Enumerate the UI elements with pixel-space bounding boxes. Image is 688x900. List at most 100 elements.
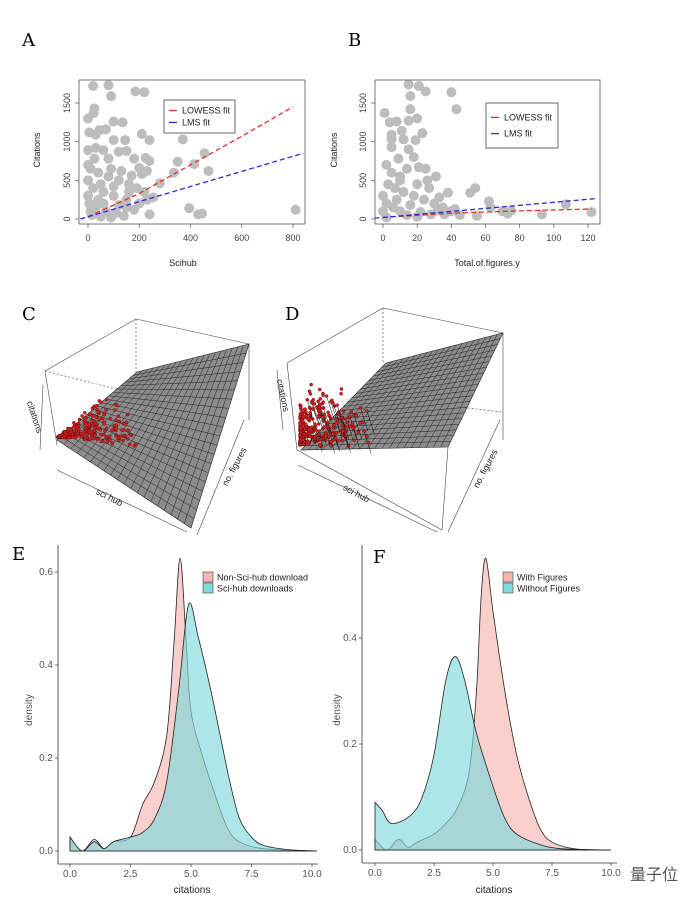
x-tick-label: 80 [515,233,525,243]
data-point [305,439,310,443]
data-point [366,440,370,445]
data-point [321,393,325,397]
data-point [114,427,118,431]
x-tick-label: 0.0 [63,869,77,880]
surface-grid-line [143,353,211,498]
x-tick-label: 2.5 [124,869,138,880]
x-tick-label: 120 [580,233,595,243]
data-point [88,412,92,416]
data-point [335,403,339,407]
scatter-point [98,198,109,209]
data-point [117,419,122,424]
data-point [102,422,107,426]
y-tick-label: 0 [62,216,72,221]
box-edge [276,369,284,431]
box-edge [44,318,137,372]
y-tick-label: 500 [62,173,72,188]
residual-stem [310,412,315,425]
scatter-point [103,80,114,91]
data-point [102,412,107,417]
scatter-point [398,134,409,145]
y-tick-label: 0.4 [39,660,53,671]
surface-grid-line [360,366,487,390]
legend-label: Non-Sci-hub download [217,573,308,583]
data-point [120,428,124,432]
data-point [313,434,317,438]
scatter-point [471,210,482,221]
panel-e-xlabel: citations [174,885,211,896]
data-point [99,400,103,404]
x-tick-label: 10.0 [601,868,621,879]
panel-label-d: D [285,304,299,325]
legend-swatch [202,571,214,583]
data-point [73,435,78,440]
scatter-point [144,209,155,220]
surface-grid-line [396,343,463,449]
legend-label: LMS fit [182,117,211,127]
fitted-surface [56,343,250,529]
data-point [335,421,339,425]
data-point [94,404,98,408]
scatter-point [113,146,124,157]
scatter-point [451,104,462,115]
fit-line-lms [374,197,597,219]
data-point [339,391,343,396]
data-point [345,420,350,425]
panel-a-ylabel: Citations [32,132,42,168]
panel-label-f: F [373,547,386,568]
data-point [318,402,322,407]
data-point [324,394,329,398]
scatter-point [184,203,195,214]
scatter-point [83,145,93,156]
data-point [301,419,305,424]
data-point [358,406,363,410]
x-tick-label: 7.5 [245,869,259,880]
panel-f-ylabel: density [332,694,343,726]
data-point [321,406,325,410]
data-point [361,420,365,425]
scatter-point [398,186,409,197]
surface-grid-line [108,395,229,409]
surface-grid-line [381,338,501,368]
scatter-point [408,152,419,163]
data-point [298,442,302,447]
data-point [310,425,314,429]
scatter-point [405,200,416,211]
scatter-point [506,205,517,216]
scatter-point [386,142,397,153]
scatter-point [89,153,100,164]
legend-box [163,99,236,134]
data-point [303,410,308,414]
scatter-point [95,179,106,190]
data-point [345,425,349,429]
y-tick-label: 1500 [358,93,368,113]
data-point [311,407,316,411]
data-point [117,436,121,440]
scatter-point [108,190,119,201]
data-point [113,402,118,407]
y-tick-label: 0 [358,216,368,221]
scatter-point [290,204,301,215]
residual-stem [319,410,324,422]
residual-stem [353,415,363,440]
surface-grid-line [388,344,457,449]
data-point [112,423,116,428]
surface-grid-line [96,405,221,437]
data-point [126,437,130,441]
data-point [107,434,112,438]
surface-grid-line [403,341,469,449]
surface-grid-line [364,361,490,385]
data-point [301,438,305,442]
legend-label: LOWESS fit [504,112,553,122]
scatter-point [144,156,155,166]
data-point [365,409,369,413]
panel-e-ylabel: density [24,694,35,726]
data-point [80,434,84,439]
data-point [98,427,103,432]
data-point [91,436,96,441]
scatter-point [395,175,406,186]
scatter-point [103,171,114,182]
data-point [326,410,330,415]
surface-grid-line [170,348,233,515]
data-point [87,430,92,435]
